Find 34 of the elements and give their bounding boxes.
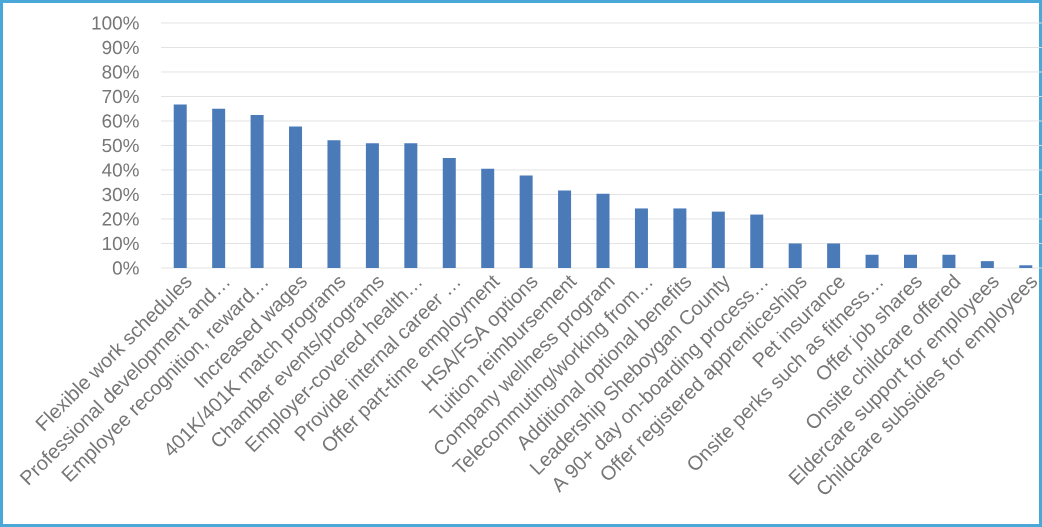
bar	[865, 254, 879, 268]
y-tick-label: 60%	[102, 114, 139, 128]
y-tick-label: 50%	[102, 138, 139, 153]
bar	[942, 254, 956, 268]
y-tick-label: 0%	[112, 261, 139, 275]
bar	[212, 108, 226, 268]
y-tick-label: 10%	[103, 236, 139, 251]
y-tick-label: 80%	[102, 65, 139, 79]
y-tick-label: 100%	[92, 16, 139, 30]
bar	[903, 254, 917, 268]
bar	[327, 140, 341, 268]
bar	[788, 243, 802, 268]
bar	[1019, 265, 1033, 268]
bar	[596, 193, 610, 268]
y-tick-label: 90%	[102, 40, 139, 55]
bar	[404, 143, 418, 268]
bar	[750, 214, 764, 268]
bar	[634, 208, 648, 268]
y-tick-label: 20%	[102, 212, 139, 226]
bar	[980, 261, 994, 268]
bar	[558, 190, 572, 268]
bar	[289, 126, 303, 268]
bar	[365, 143, 379, 268]
bar	[481, 168, 495, 268]
bar	[711, 211, 725, 268]
y-tick-label: 70%	[102, 89, 139, 104]
bar	[673, 208, 687, 268]
bar	[519, 175, 533, 268]
bar	[250, 115, 264, 268]
bar	[442, 157, 456, 268]
y-tick-label: 40%	[102, 163, 139, 177]
y-tick-label: 30%	[102, 187, 139, 202]
bar	[173, 104, 187, 268]
bar	[827, 243, 841, 268]
